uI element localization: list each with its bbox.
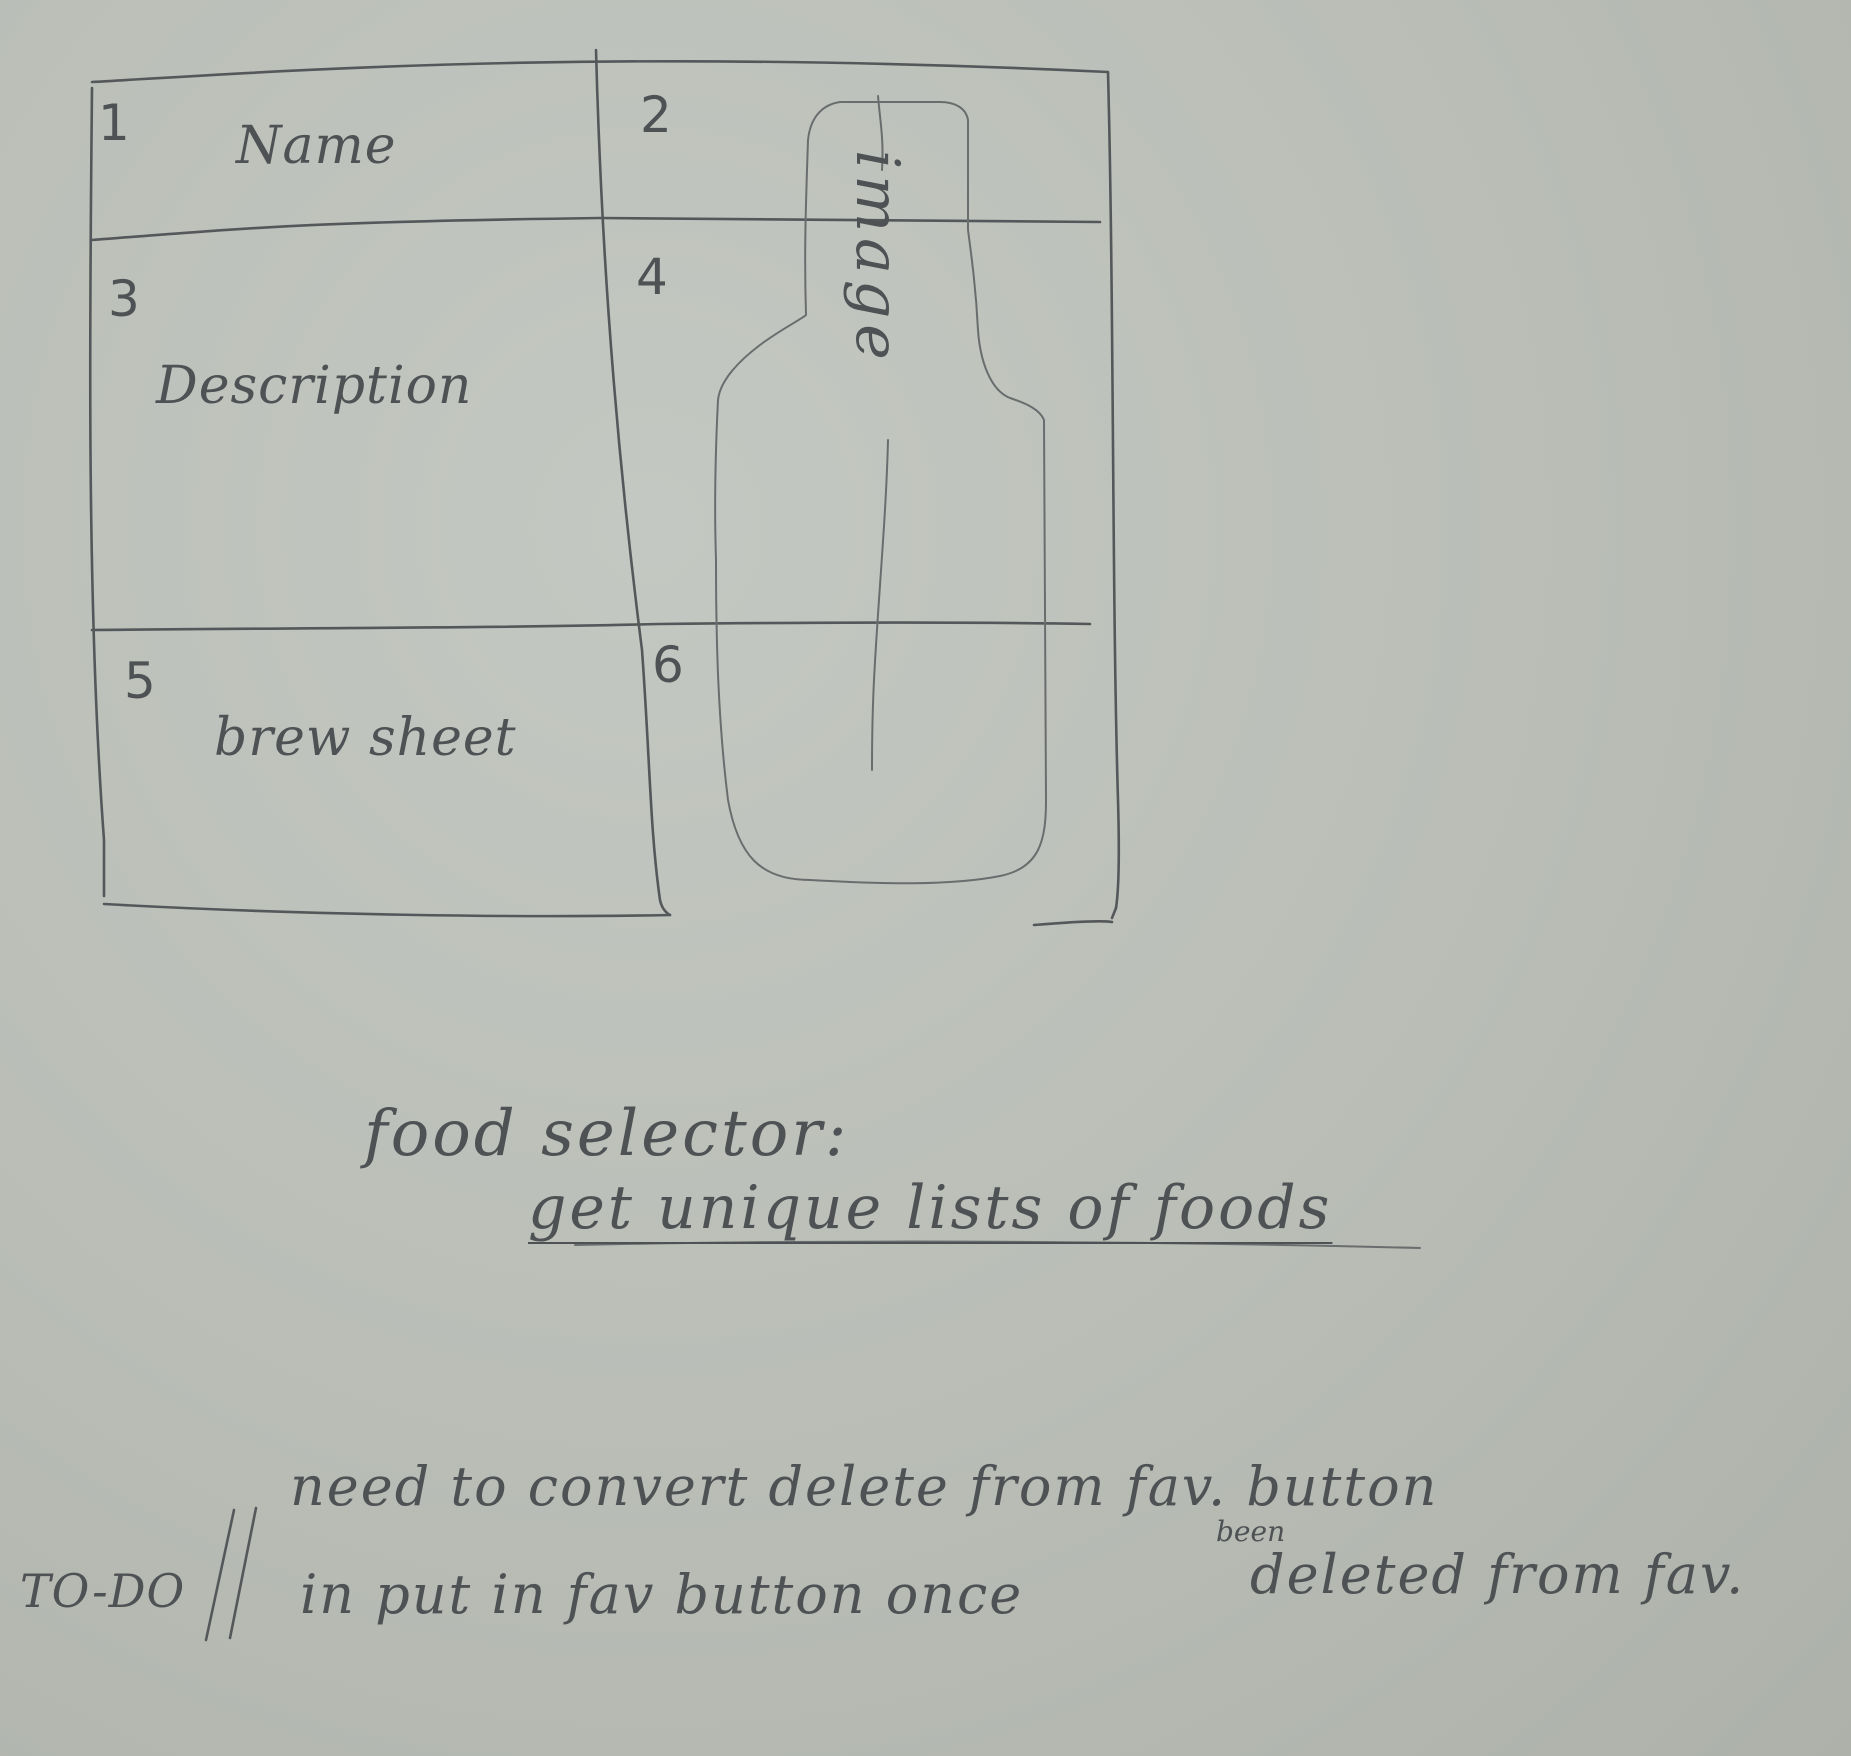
notes-title: food selector: bbox=[364, 1097, 850, 1171]
todo-line-2-end: deleted from fav. bbox=[1250, 1543, 1746, 1606]
todo-line-2-start: in put in fav button once bbox=[300, 1563, 1024, 1626]
cell-1-number: 1 bbox=[98, 94, 130, 152]
cell-3-number: 3 bbox=[108, 270, 140, 328]
frame-right bbox=[1106, 70, 1121, 910]
cell-2-number: 2 bbox=[640, 86, 672, 144]
todo-inserted-word: been bbox=[1216, 1515, 1286, 1548]
frame-bottom-right bbox=[1032, 919, 1114, 927]
cell-5-number: 5 bbox=[124, 652, 156, 710]
cell-1-label: Name bbox=[236, 116, 397, 176]
column-divider bbox=[594, 48, 672, 917]
image-strike bbox=[871, 95, 889, 771]
notes-underline bbox=[574, 1240, 1421, 1249]
todo-separator: || bbox=[0, 0, 1, 1]
cell-4-number: 4 bbox=[636, 248, 668, 306]
todo-tag: TO-DO bbox=[20, 1564, 186, 1618]
image-placeholder-label: image bbox=[842, 150, 912, 366]
todo-bar-2 bbox=[228, 1506, 258, 1640]
todo-bar-1 bbox=[204, 1508, 236, 1642]
row-divider-2 bbox=[90, 621, 1092, 632]
image-outline bbox=[714, 101, 1047, 885]
cell-5-label: brew sheet bbox=[214, 708, 517, 768]
todo-line-1: need to convert delete from fav. button bbox=[290, 1455, 1439, 1518]
frame-top bbox=[90, 59, 1110, 84]
cell-6-number: 6 bbox=[652, 636, 684, 694]
row-divider-1 bbox=[90, 216, 1102, 242]
cell-3-label: Description bbox=[156, 356, 473, 416]
frame-bottom bbox=[102, 902, 672, 918]
frame-left bbox=[88, 86, 106, 898]
notes-subtitle: get unique lists of foods bbox=[528, 1173, 1333, 1243]
frame-corner bbox=[1110, 906, 1118, 920]
